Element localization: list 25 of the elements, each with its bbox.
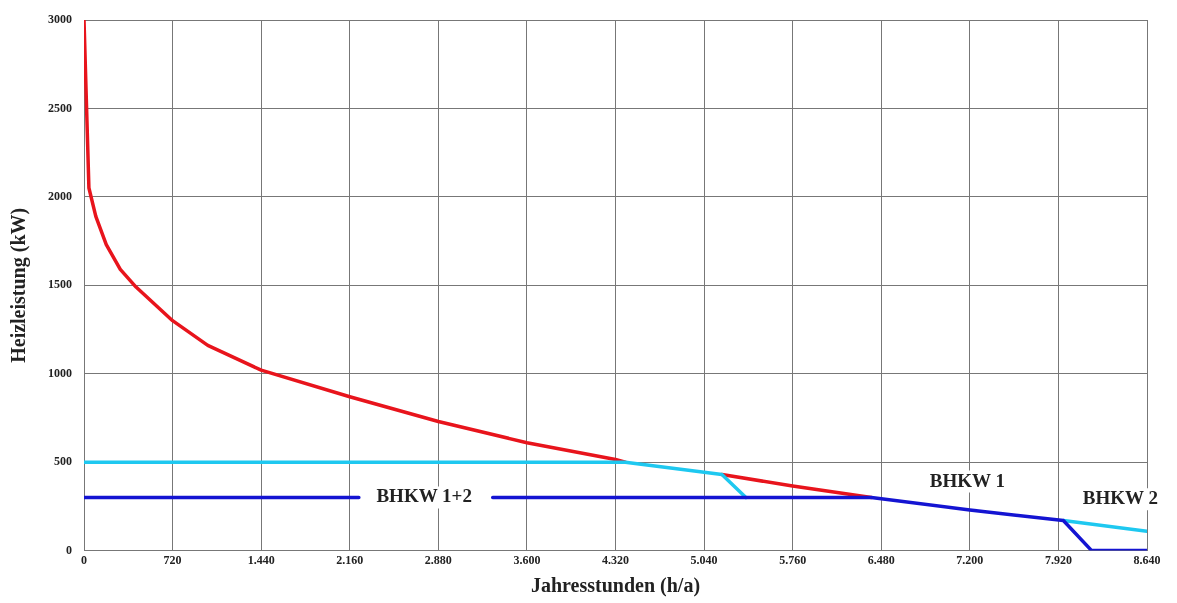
y-tick-label: 2500	[48, 100, 72, 115]
x-axis-title: Jahresstunden (h/a)	[530, 574, 701, 598]
x-tick-label: 720	[163, 552, 182, 567]
annotation: BHKW 1+2	[376, 485, 472, 507]
y-tick-label: 1500	[48, 277, 72, 292]
x-tick-label: 5.760	[779, 552, 807, 567]
x-tick-label: 7.920	[1044, 552, 1072, 567]
x-tick-label: 8.640	[1133, 552, 1161, 567]
x-tick-label: 2.160	[336, 552, 364, 567]
y-tick-label: 1000	[48, 365, 72, 380]
x-tick-label: 3.600	[513, 552, 541, 567]
x-tick-label: 0	[81, 552, 87, 567]
annotation: BHKW 2	[1082, 487, 1158, 509]
y-tick-label: 2000	[48, 188, 72, 203]
annotation: BHKW 1	[929, 469, 1005, 491]
y-tick-label: 500	[54, 454, 72, 469]
x-tick-label: 2.880	[424, 552, 452, 567]
y-tick-label: 3000	[48, 12, 72, 27]
y-tick-label: 0	[66, 542, 72, 557]
y-axis-title: Heizleistung (kW)	[7, 207, 31, 363]
x-tick-label: 6.480	[867, 552, 895, 567]
x-tick-label: 7.200	[956, 552, 984, 567]
x-tick-label: 1.440	[247, 552, 275, 567]
x-tick-label: 5.040	[690, 552, 718, 567]
x-tick-label: 4.320	[602, 552, 629, 567]
